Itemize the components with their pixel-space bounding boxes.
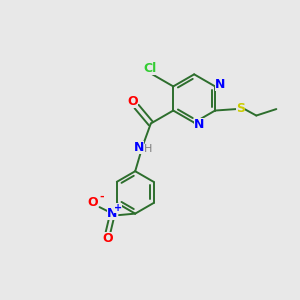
Text: +: + [114, 203, 122, 213]
Text: -: - [99, 191, 103, 202]
Text: N: N [134, 141, 144, 154]
Text: N: N [194, 118, 205, 130]
Text: O: O [102, 232, 112, 245]
Text: H: H [144, 143, 153, 154]
Text: N: N [107, 207, 118, 220]
Text: S: S [236, 102, 245, 115]
Text: O: O [128, 95, 138, 108]
Text: N: N [215, 78, 226, 92]
Text: Cl: Cl [143, 62, 157, 75]
Text: O: O [87, 196, 98, 209]
